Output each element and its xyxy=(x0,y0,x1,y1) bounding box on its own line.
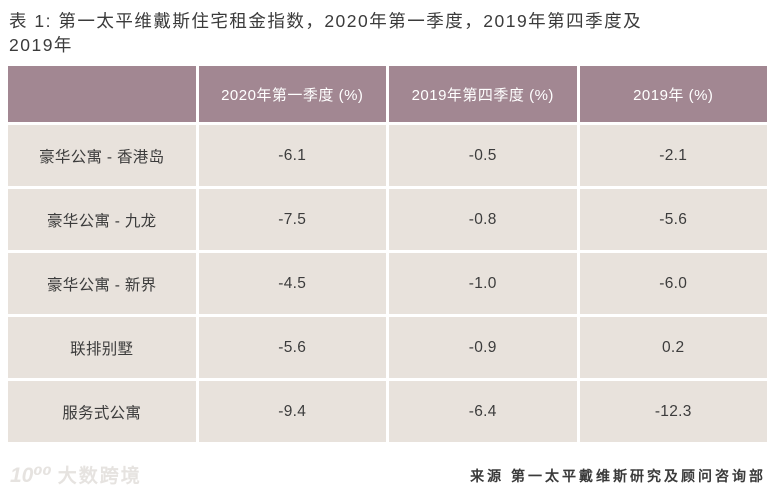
row-label-luxury-hk-island: 豪华公寓 - 香港岛 xyxy=(8,125,196,186)
cell-value: -0.9 xyxy=(389,317,577,378)
cell-value: -7.5 xyxy=(198,189,386,250)
header-cell-q1-2020: 2020年第一季度 (%) xyxy=(198,66,386,122)
cell-value: -5.6 xyxy=(579,189,767,250)
cell-value: -2.1 xyxy=(579,125,767,186)
watermark: 10⁰⁰ 大数跨境 xyxy=(10,461,142,488)
row-label-serviced-apartment: 服务式公寓 xyxy=(8,381,196,442)
cell-value: 0.2 xyxy=(579,317,767,378)
table-title: 表 1: 第一太平维戴斯住宅租金指数，2020年第一季度，2019年第四季度及 … xyxy=(0,0,775,57)
cell-value: -0.8 xyxy=(389,189,577,250)
cell-value: -9.4 xyxy=(198,381,386,442)
header-cell-q4-2019: 2019年第四季度 (%) xyxy=(389,66,577,122)
table-row: 豪华公寓 - 香港岛 -6.1 -0.5 -2.1 xyxy=(8,125,767,186)
header-row: 2020年第一季度 (%) 2019年第四季度 (%) 2019年 (%) xyxy=(8,66,767,122)
watermark-text: 大数跨境 xyxy=(57,466,142,487)
row-label-luxury-kowloon: 豪华公寓 - 九龙 xyxy=(8,189,196,250)
source-attribution: 来源 第一太平戴维斯研究及顾问咨询部 xyxy=(470,468,766,484)
cell-value: -4.5 xyxy=(198,253,386,314)
table-row: 豪华公寓 - 九龙 -7.5 -0.8 -5.6 xyxy=(8,189,767,250)
cell-value: -6.0 xyxy=(579,253,767,314)
table-row: 联排别墅 -5.6 -0.9 0.2 xyxy=(8,317,767,378)
cell-value: -6.4 xyxy=(389,381,577,442)
header-cell-2019: 2019年 (%) xyxy=(579,66,767,122)
cell-value: -12.3 xyxy=(579,381,767,442)
rental-index-table: 2020年第一季度 (%) 2019年第四季度 (%) 2019年 (%) 豪华… xyxy=(5,63,770,445)
10100-logo-icon: 10⁰⁰ xyxy=(10,464,52,487)
table-row: 服务式公寓 -9.4 -6.4 -12.3 xyxy=(8,381,767,442)
table-title-line2: 2019年 xyxy=(9,35,73,55)
table-title-line1: 表 1: 第一太平维戴斯住宅租金指数，2020年第一季度，2019年第四季度及 xyxy=(9,11,643,31)
cell-value: -5.6 xyxy=(198,317,386,378)
cell-value: -0.5 xyxy=(389,125,577,186)
row-label-luxury-nt: 豪华公寓 - 新界 xyxy=(8,253,196,314)
row-label-townhouse: 联排别墅 xyxy=(8,317,196,378)
cell-value: -1.0 xyxy=(389,253,577,314)
table-row: 豪华公寓 - 新界 -4.5 -1.0 -6.0 xyxy=(8,253,767,314)
cell-value: -6.1 xyxy=(198,125,386,186)
header-cell-blank xyxy=(8,66,196,122)
